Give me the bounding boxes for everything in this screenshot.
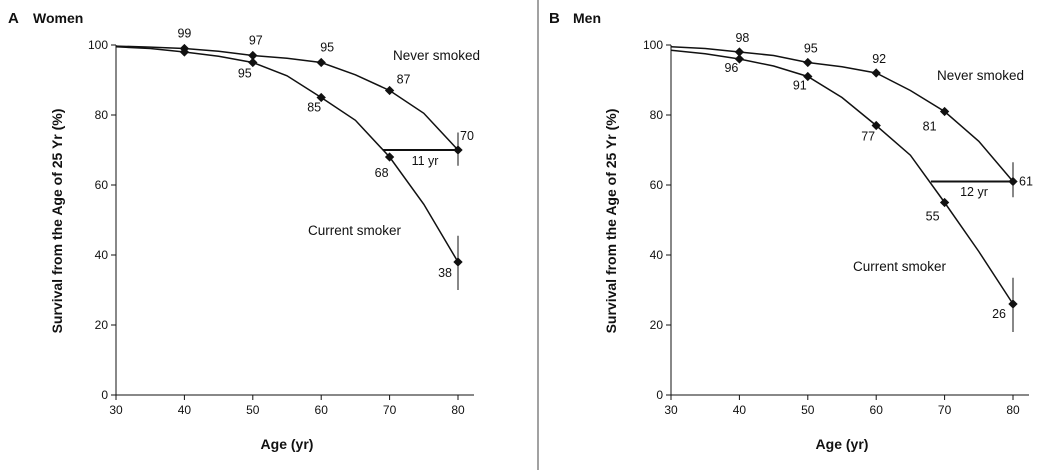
data-marker bbox=[1008, 299, 1018, 309]
panel-letter: A bbox=[8, 10, 19, 27]
data-label: 68 bbox=[375, 166, 389, 180]
data-marker bbox=[248, 50, 258, 61]
data-marker bbox=[248, 57, 258, 68]
panel-letter: B bbox=[549, 10, 560, 27]
series-label: Current smoker bbox=[853, 259, 947, 274]
data-marker bbox=[939, 106, 950, 117]
data-marker bbox=[453, 257, 463, 267]
y-tick-label: 100 bbox=[643, 38, 663, 52]
panel-title: Women bbox=[33, 10, 83, 26]
axes-layer: 0 20 40 60 80 100 30 40 50 60 70 80 bbox=[88, 38, 474, 417]
y-tick-label: 0 bbox=[101, 388, 108, 402]
data-label: 77 bbox=[861, 130, 875, 144]
plot-layer bbox=[670, 46, 1018, 332]
axes-layer: 0 20 40 60 80 100 30 40 50 60 70 80 bbox=[643, 38, 1029, 417]
data-label: 38 bbox=[438, 266, 452, 280]
data-marker bbox=[316, 57, 326, 68]
series-line bbox=[670, 49, 1014, 305]
data-marker bbox=[803, 71, 813, 82]
data-label: 61 bbox=[1019, 175, 1033, 189]
x-axis-title: Age (yr) bbox=[261, 436, 314, 452]
label-layer: 12 yr 98 95 92 81 61 Never smoked 96 91 77 55 26 Cur… bbox=[724, 31, 1033, 321]
panel-women: A Women Survival from the Age of 25 Yr (… bbox=[8, 10, 480, 452]
y-tick-label: 100 bbox=[88, 38, 108, 52]
series-label: Never smoked bbox=[393, 48, 480, 63]
data-label: 81 bbox=[923, 120, 937, 134]
label-layer: 11 yr 99 97 95 87 70 Never smoked 95 85 68 38 Curre… bbox=[177, 27, 480, 281]
series-line bbox=[115, 45, 459, 151]
plot-layer bbox=[115, 43, 463, 290]
x-tick-label: 70 bbox=[383, 403, 397, 417]
x-tick-label: 30 bbox=[664, 403, 678, 417]
y-tick-label: 40 bbox=[95, 248, 109, 262]
data-marker bbox=[1008, 176, 1018, 187]
data-marker bbox=[453, 145, 463, 155]
panel-men: B Men Survival from the Age of 25 Yr (%)… bbox=[549, 10, 1033, 452]
data-label: 70 bbox=[460, 129, 474, 143]
y-axis-title: Survival from the Age of 25 Yr (%) bbox=[603, 109, 619, 334]
y-axis-title: Survival from the Age of 25 Yr (%) bbox=[49, 109, 65, 334]
data-marker bbox=[803, 57, 813, 68]
series-label: Never smoked bbox=[937, 68, 1024, 83]
data-marker bbox=[871, 68, 881, 78]
x-tick-label: 40 bbox=[178, 403, 192, 417]
x-tick-label: 60 bbox=[870, 403, 884, 417]
data-label: 55 bbox=[926, 210, 940, 224]
y-tick-label: 60 bbox=[95, 178, 109, 192]
y-tick-label: 40 bbox=[650, 248, 664, 262]
data-label: 87 bbox=[397, 73, 411, 87]
y-tick-label: 80 bbox=[95, 108, 109, 122]
x-tick-label: 40 bbox=[733, 403, 747, 417]
x-axis-title: Age (yr) bbox=[816, 436, 869, 452]
series-label: Current smoker bbox=[308, 223, 402, 238]
data-marker bbox=[939, 197, 950, 208]
x-tick-label: 50 bbox=[246, 403, 260, 417]
gap-annotation-label: 12 yr bbox=[960, 185, 988, 199]
series-line bbox=[670, 46, 1014, 182]
panel-title: Men bbox=[573, 10, 601, 26]
y-tick-label: 0 bbox=[656, 388, 663, 402]
y-tick-label: 20 bbox=[650, 318, 664, 332]
data-marker bbox=[316, 92, 326, 103]
y-tick-label: 20 bbox=[95, 318, 109, 332]
data-label: 97 bbox=[249, 34, 263, 48]
data-label: 98 bbox=[735, 31, 749, 45]
x-tick-label: 30 bbox=[109, 403, 123, 417]
y-tick-label: 80 bbox=[650, 108, 664, 122]
x-tick-label: 70 bbox=[938, 403, 952, 417]
gap-annotation-label: 11 yr bbox=[412, 154, 439, 168]
y-tick-label: 60 bbox=[650, 178, 664, 192]
data-label: 85 bbox=[307, 101, 321, 115]
data-label: 95 bbox=[320, 41, 334, 55]
x-tick-label: 80 bbox=[451, 403, 465, 417]
data-label: 92 bbox=[872, 52, 886, 66]
data-label: 91 bbox=[793, 79, 807, 93]
data-label: 95 bbox=[804, 42, 818, 56]
data-marker bbox=[384, 85, 395, 96]
data-label: 96 bbox=[724, 61, 738, 75]
data-label: 95 bbox=[238, 67, 252, 81]
data-marker bbox=[871, 120, 881, 131]
x-tick-label: 60 bbox=[315, 403, 329, 417]
x-tick-label: 80 bbox=[1006, 403, 1020, 417]
data-label: 99 bbox=[177, 27, 191, 41]
data-marker bbox=[384, 152, 395, 162]
series-line bbox=[115, 46, 459, 263]
data-label: 26 bbox=[992, 307, 1006, 321]
x-tick-label: 50 bbox=[801, 403, 815, 417]
